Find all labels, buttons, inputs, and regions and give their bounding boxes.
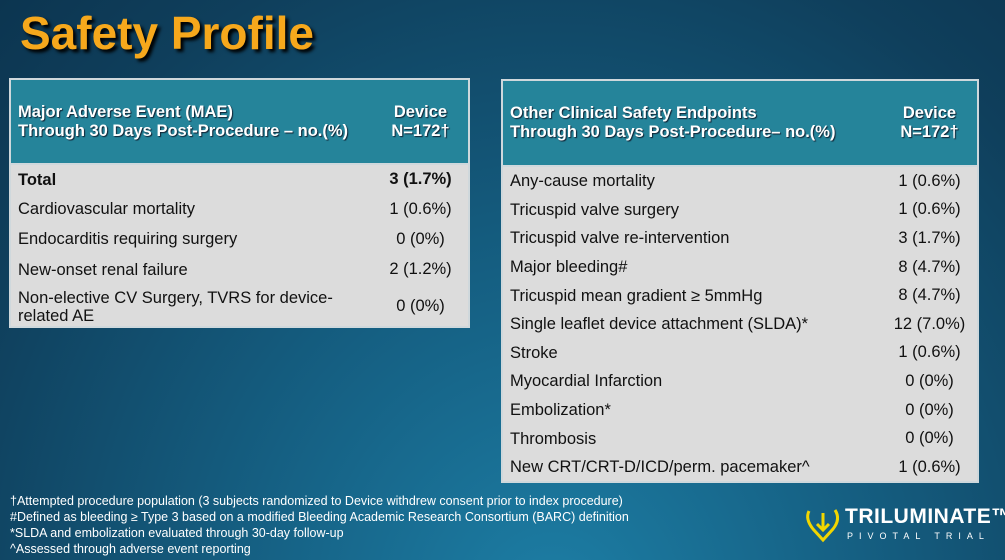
table-row: Myocardial Infarction 0 (0%)	[503, 367, 977, 396]
table-row: New-onset renal failure 2 (1.2%)	[11, 254, 468, 285]
row-label: Total	[18, 170, 57, 189]
header-title: Other Clinical Safety Endpoints	[510, 104, 757, 122]
row-value: 1 (0.6%)	[898, 200, 961, 219]
other-table-header: Other Clinical Safety Endpoints Through 3…	[503, 81, 977, 167]
mae-table-header: Major Adverse Event (MAE) Through 30 Days…	[11, 80, 468, 165]
table-row: Tricuspid mean gradient ≥ 5mmHg 8 (4.7%)	[503, 281, 977, 310]
table-row: Total 3 (1.7%)	[11, 165, 468, 194]
row-value: 1 (0.6%)	[898, 457, 961, 476]
row-label: Tricuspid mean gradient ≥ 5mmHg	[510, 286, 763, 305]
row-label: Thrombosis	[510, 429, 597, 448]
column-device: Device	[902, 104, 957, 122]
footnote: ^Assessed through adverse event reportin…	[10, 542, 251, 556]
row-value: 1 (0.6%)	[898, 171, 961, 190]
header-subtitle: Through 30 Days Post-Procedure– no.(%)	[510, 123, 836, 141]
footnote: #Defined as bleeding ≥ Type 3 based on a…	[10, 510, 629, 524]
table-row: Any-cause mortality 1 (0.6%)	[503, 167, 977, 196]
row-value: 1 (0.6%)	[389, 199, 452, 218]
table-row: Single leaflet device attachment (SLDA)*…	[503, 310, 977, 339]
row-value: 0 (0%)	[396, 229, 445, 248]
table-row: Thrombosis 0 (0%)	[503, 424, 977, 453]
mae-table: Major Adverse Event (MAE) Through 30 Days…	[9, 78, 470, 328]
row-label: Endocarditis requiring surgery	[18, 230, 238, 248]
row-value: 8 (4.7%)	[898, 286, 961, 305]
table-row: Major bleeding# 8 (4.7%)	[503, 253, 977, 282]
row-label: Myocardial Infarction	[510, 372, 663, 391]
table-row: Non-elective CV Surgery, TVRS for device…	[11, 285, 468, 328]
column-n: N=172†	[900, 123, 959, 141]
row-value: 0 (0%)	[396, 297, 445, 315]
footnotes: †Attempted procedure population (3 subje…	[10, 493, 629, 557]
row-label: Tricuspid valve surgery	[510, 200, 680, 219]
table-row: Cardiovascular mortality 1 (0.6%)	[11, 194, 468, 224]
row-label: Stroke	[510, 343, 558, 362]
row-value: 12 (7.0%)	[893, 314, 966, 333]
row-label: Single leaflet device attachment (SLDA)*	[510, 315, 809, 334]
table-row: Endocarditis requiring surgery 0 (0%)	[11, 224, 468, 254]
logo-subtitle: PIVOTAL TRIAL	[847, 531, 990, 541]
row-label: Major bleeding#	[510, 258, 628, 277]
row-label: Tricuspid valve re-intervention	[510, 229, 730, 248]
heart-arrow-icon	[806, 509, 840, 543]
row-value: 3 (1.7%)	[389, 170, 452, 188]
row-label: New CRT/CRT-D/ICD/perm. pacemaker^	[510, 458, 810, 477]
other-endpoints-table: Other Clinical Safety Endpoints Through 3…	[501, 79, 979, 483]
row-value: 2 (1.2%)	[389, 260, 452, 278]
row-value: 0 (0%)	[905, 371, 954, 390]
row-label: Embolization*	[510, 401, 611, 420]
row-value: 0 (0%)	[905, 400, 954, 419]
footnote: *SLDA and embolization evaluated through…	[10, 526, 344, 540]
column-n: N=172†	[391, 121, 450, 140]
row-value: 0 (0%)	[905, 429, 954, 448]
row-label: Any-cause mortality	[510, 172, 655, 191]
header-subtitle: Through 30 Days Post-Procedure – no.(%)	[18, 121, 349, 140]
row-value: 8 (4.7%)	[898, 257, 961, 276]
footnote: †Attempted procedure population (3 subje…	[10, 494, 623, 508]
table-row: Tricuspid valve surgery 1 (0.6%)	[503, 196, 977, 225]
table-row: Embolization* 0 (0%)	[503, 396, 977, 425]
page-title: Safety Profile	[20, 7, 314, 59]
table-row: Stroke 1 (0.6%)	[503, 339, 977, 368]
row-value: 3 (1.7%)	[898, 228, 961, 247]
header-title: Major Adverse Event (MAE)	[18, 102, 233, 121]
row-label: Cardiovascular mortality	[18, 200, 195, 218]
logo-name: TRILUMINATE™	[845, 505, 1005, 528]
row-value: 1 (0.6%)	[898, 343, 961, 362]
row-label: New-onset renal failure	[18, 260, 188, 279]
column-device: Device	[393, 102, 448, 121]
table-row: Tricuspid valve re-intervention 3 (1.7%)	[503, 224, 977, 253]
row-label: Non-elective CV Surgery, TVRS for device…	[18, 288, 333, 325]
table-row: New CRT/CRT-D/ICD/perm. pacemaker^ 1 (0.6…	[503, 453, 977, 482]
